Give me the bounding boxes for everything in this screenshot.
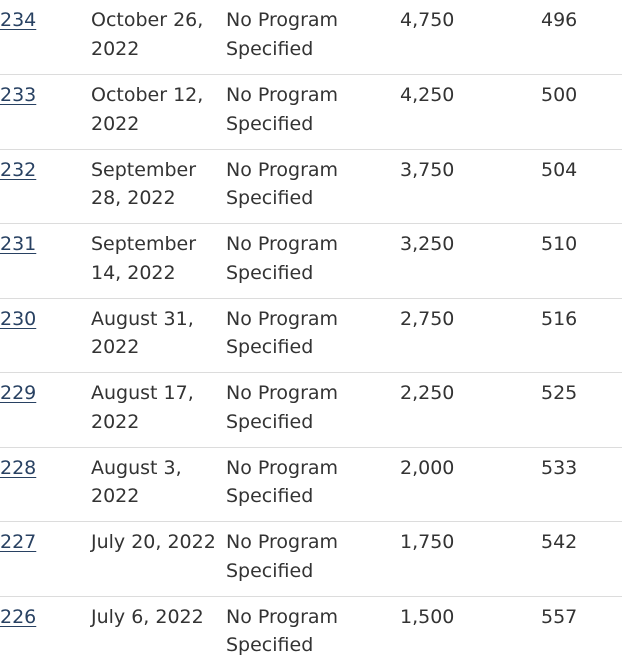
crs-score: 500	[541, 84, 578, 106]
round-number-link[interactable]: 232	[0, 158, 37, 181]
invitations-count: 2,750	[400, 307, 455, 330]
crs-score: 542	[541, 531, 578, 553]
program-name: No Program Specified	[226, 158, 339, 210]
program-name: No Program Specified	[226, 531, 339, 582]
table-row: 228 August 3, 2022 No Program Specified …	[0, 447, 622, 522]
round-cell: 228	[0, 447, 91, 522]
crs-score: 496	[541, 9, 578, 31]
invitations-count: 4,250	[400, 84, 455, 106]
draw-date: September 14, 2022	[91, 233, 197, 284]
invitations-count: 4,750	[400, 9, 455, 31]
draw-date: July 20, 2022	[91, 531, 216, 553]
invitations-count: 3,250	[400, 233, 455, 255]
table-row: 232 September 28, 2022 No Program Specif…	[0, 149, 622, 224]
round-number-link[interactable]: 234	[0, 9, 37, 31]
round-cell: 233	[0, 75, 91, 150]
round-cell: 230	[0, 298, 91, 373]
crs-score: 557	[541, 605, 578, 628]
table-row: 229 August 17, 2022 No Program Specified…	[0, 373, 622, 448]
table-row: 231 September 14, 2022 No Program Specif…	[0, 224, 622, 299]
invitations-count: 1,750	[400, 531, 455, 553]
crs-score: 516	[541, 307, 578, 330]
round-cell: 227	[0, 522, 91, 597]
crs-score: 525	[541, 382, 578, 404]
round-cell: 226	[0, 596, 91, 671]
round-number-link[interactable]: 233	[0, 84, 37, 106]
draw-date: October 26, 2022	[91, 9, 204, 60]
invitations-count: 3,750	[400, 158, 455, 181]
crs-score: 504	[541, 158, 578, 181]
round-number-link[interactable]: 230	[0, 307, 37, 330]
draw-date: October 12, 2022	[91, 84, 204, 135]
program-name: No Program Specified	[226, 382, 339, 433]
program-name: No Program Specified	[226, 9, 339, 60]
crs-score: 510	[541, 233, 578, 255]
program-name: No Program Specified	[226, 605, 339, 657]
invitations-count: 2,250	[400, 382, 455, 404]
draw-date: August 3, 2022	[91, 456, 182, 508]
round-number-link[interactable]: 229	[0, 382, 37, 404]
round-number-link[interactable]: 228	[0, 456, 37, 479]
invitations-count: 1,500	[400, 605, 455, 628]
table-row: 227 July 20, 2022 No Program Specified 1…	[0, 522, 622, 597]
draw-date: September 28, 2022	[91, 158, 197, 210]
round-number-link[interactable]: 226	[0, 605, 37, 628]
draw-date: August 31, 2022	[91, 307, 194, 359]
round-cell: 232	[0, 149, 91, 224]
draw-date: July 6, 2022	[91, 605, 204, 628]
round-cell: 229	[0, 373, 91, 448]
program-name: No Program Specified	[226, 84, 339, 135]
table-row: 233 October 12, 2022 No Program Specifie…	[0, 75, 622, 150]
table-row: 230 August 31, 2022 No Program Specified…	[0, 298, 622, 373]
draw-date: August 17, 2022	[91, 382, 194, 433]
program-name: No Program Specified	[226, 307, 339, 359]
program-name: No Program Specified	[226, 456, 339, 508]
crs-score: 533	[541, 456, 578, 479]
round-cell: 234	[0, 0, 91, 75]
program-name: No Program Specified	[226, 233, 339, 284]
round-number-link[interactable]: 231	[0, 233, 37, 255]
table-row: 226 July 6, 2022 No Program Specified 1,…	[0, 596, 622, 671]
invitations-count: 2,000	[400, 456, 455, 479]
round-number-link[interactable]: 227	[0, 531, 37, 553]
table-row: 234 October 26, 2022 No Program Specifie…	[0, 0, 622, 75]
round-cell: 231	[0, 224, 91, 299]
